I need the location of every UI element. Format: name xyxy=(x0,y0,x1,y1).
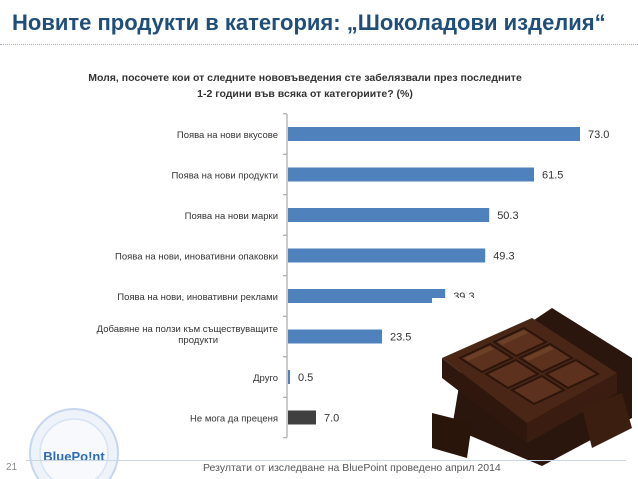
category-label: Добавяне на ползи към съществуващите прод… xyxy=(97,324,278,346)
bar xyxy=(288,208,490,222)
page-number: 21 xyxy=(6,462,18,473)
category-label: Не мога да преценя xyxy=(190,414,278,425)
bar xyxy=(288,127,580,141)
bar xyxy=(288,167,534,182)
category-label: Поява на нови марки xyxy=(185,211,278,222)
category-label: Друго xyxy=(253,373,278,384)
data-label: 50.3 xyxy=(497,210,518,222)
data-label: 61.5 xyxy=(542,170,563,182)
survey-question: Моля, посочете кои от следните нововъвед… xyxy=(70,70,540,102)
category-label: Поява на нови, иновативни опаковки xyxy=(115,252,278,263)
chocolate-bar-image xyxy=(432,298,632,466)
title-divider xyxy=(0,44,638,45)
category-label: Поява на нови, иновативни реклами xyxy=(117,292,278,303)
bar xyxy=(288,329,382,344)
bar xyxy=(288,248,486,263)
data-label: 73.0 xyxy=(588,129,609,141)
category-label-line: продукти xyxy=(178,335,218,346)
data-label: 0.5 xyxy=(298,372,313,384)
footer-source: Резултати от изследване на BluePoint про… xyxy=(203,462,501,474)
bar xyxy=(288,370,290,384)
bluepoint-logo: BluePo!nt xyxy=(29,408,119,479)
data-label: 23.5 xyxy=(390,332,411,344)
footer-divider xyxy=(26,460,626,461)
bar xyxy=(288,410,316,425)
category-label: Поява на нови продукти xyxy=(171,171,278,182)
data-label: 49.3 xyxy=(493,251,514,263)
page-title: Новите продукти в категория: „Шоколадови… xyxy=(12,10,606,35)
category-label-line: Добавяне на ползи към съществуващите xyxy=(97,324,278,335)
data-label: 7.0 xyxy=(324,413,339,425)
question-line-1: Моля, посочете кои от следните нововъвед… xyxy=(88,72,522,84)
question-line-2: 1-2 години във всяка от категориите? (%) xyxy=(197,88,413,100)
logo-text: BluePo!nt xyxy=(43,449,105,464)
bar-chart: 73.0 Поява на нови вкусове 61.5 Поява на но… xyxy=(97,113,609,439)
category-label: Поява на нови вкусове xyxy=(177,130,278,141)
bar xyxy=(288,289,446,303)
